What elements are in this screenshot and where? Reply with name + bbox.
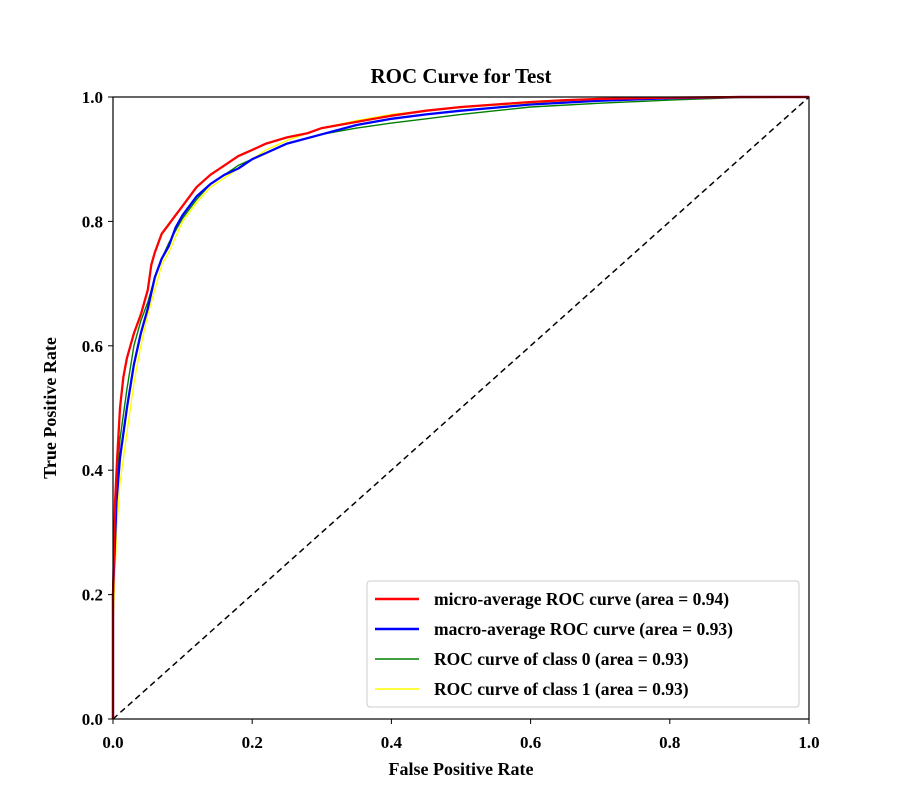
x-tick-label: 0.0 [102, 733, 123, 752]
legend-label: micro-average ROC curve (area = 0.94) [434, 589, 729, 609]
series-layer [111, 95, 810, 720]
series-line-0 [111, 95, 809, 719]
x-tick-label: 0.6 [520, 733, 541, 752]
x-tick-label: 0.2 [242, 733, 263, 752]
y-tick-label: 0.4 [82, 461, 104, 480]
chart-title: ROC Curve for Test [370, 64, 551, 88]
legend-label: ROC curve of class 1 (area = 0.93) [434, 679, 689, 699]
chance-diagonal-line [112, 96, 810, 720]
y-tick-label: 0.8 [82, 212, 103, 231]
legend-box [366, 580, 800, 708]
y-tick-label: 0.6 [82, 337, 103, 356]
plot-frame [112, 96, 810, 720]
x-tick-label: 1.0 [798, 733, 819, 752]
series-line-1 [111, 95, 809, 719]
legend-label: ROC curve of class 0 (area = 0.93) [434, 649, 689, 669]
tick-layer: 0.0 0.2 0.4 0.6 0.8 1.0 0.0 0.2 0.4 0.6 0.8 1.0 [82, 88, 820, 752]
x-tick-label: 0.8 [659, 733, 680, 752]
y-tick-label: 1.0 [82, 88, 103, 107]
x-axis-label: False Positive Rate [389, 759, 534, 779]
x-tick-label: 0.4 [381, 733, 403, 752]
legend-label: macro-average ROC curve (area = 0.93) [434, 619, 733, 639]
y-tick-label: 0.0 [82, 710, 103, 729]
y-axis-label: True Positive Rate [40, 337, 60, 479]
legend: micro-average ROC curve (area = 0.94) mac… [366, 580, 800, 708]
y-tick-label: 0.2 [82, 586, 103, 605]
